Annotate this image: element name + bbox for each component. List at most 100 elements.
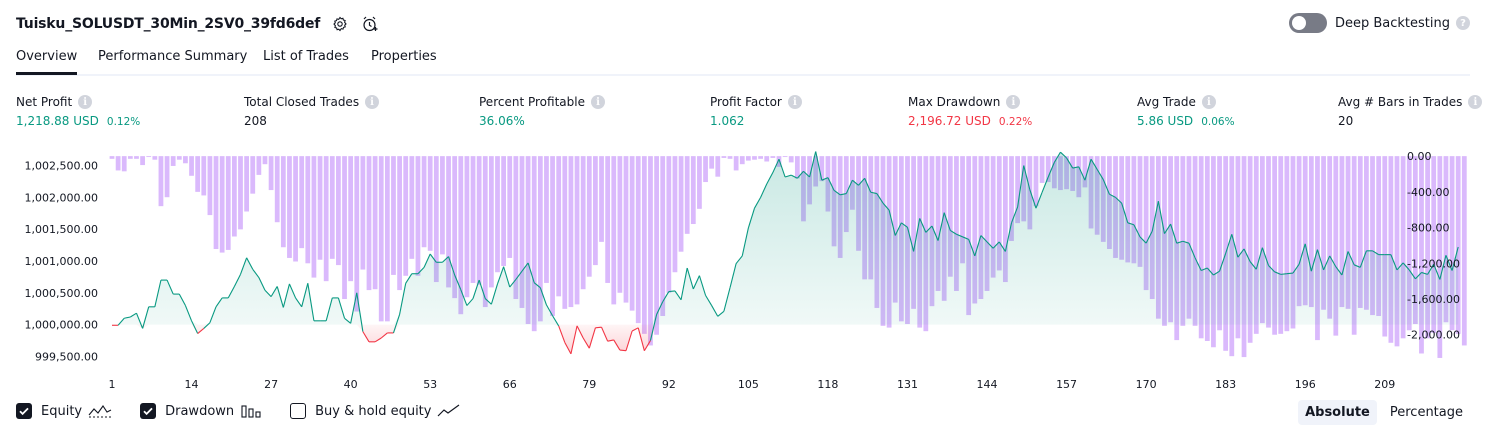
metric-label: Percent Profitable [479,95,585,109]
equity-segment [913,218,921,252]
equity-segment [142,306,150,329]
equity-segment [124,316,131,319]
deep-backtesting-toggle[interactable] [1288,13,1327,33]
drawdown-bar [788,156,794,163]
equity-checkbox[interactable] [16,403,32,419]
drawdown-bar [495,156,500,273]
drawdown-bar [476,156,482,285]
drawdown-checkbox[interactable] [140,403,157,419]
tab-bar: Overview Performance Summary List of Tra… [16,44,1470,76]
right-axis-tick: -400.00 [1407,186,1449,199]
legend-equity[interactable]: Equity [16,403,112,419]
info-icon[interactable]: i [365,95,380,109]
drawdown-bar [1186,156,1192,319]
info-icon[interactable]: i [1006,95,1021,109]
equity-segment [1219,253,1227,272]
equity-segment [613,339,621,351]
tab-list-of-trades[interactable]: List of Trades [263,49,349,64]
tab-properties[interactable]: Properties [371,49,437,64]
equity-segment [539,287,547,306]
equity-segment [552,315,560,327]
equity-chart[interactable]: 1,002,500.00 1,002,000.00 1,001,500.00 1,00… [0,140,1486,395]
legend-buy-hold[interactable]: Buy & hold equity [290,403,461,419]
info-icon[interactable]: i [787,95,802,109]
mode-absolute[interactable]: Absolute [1298,400,1377,425]
alarm-plus-icon[interactable] [360,14,380,34]
equity-segment [429,253,437,263]
equity-segment [1359,250,1367,268]
x-axis-tick: 209 [1374,378,1395,391]
equity-segment [350,292,358,324]
metric-profit-factor: Profit Factor i 1.062 [710,94,802,128]
equity-segment [717,310,725,317]
info-icon[interactable]: i [1201,95,1216,109]
drawdown-bar [568,156,574,308]
equity-segment [1286,272,1294,275]
equity-segment [919,218,927,233]
metric-value: 1.062 [710,114,745,128]
equity-segment [1170,223,1178,244]
x-axis-tick: 144 [977,378,998,391]
metric-label: Net Profit [16,95,73,109]
equity-segment [625,330,633,351]
equity-segment [741,227,749,257]
equity-segment [239,257,248,275]
equity-segment [760,183,768,198]
equity-segment [227,286,235,299]
tab-performance-summary[interactable]: Performance Summary [98,49,248,64]
equity-segment [956,233,963,238]
drawdown-bar [733,156,739,171]
deep-backtesting-label: Deep Backtesting [1334,15,1450,31]
equity-segment [1335,266,1343,276]
equity-segment [478,279,486,299]
legend-drawdown[interactable]: Drawdown [140,403,262,419]
equity-segment [882,202,890,211]
equity-segment [178,293,186,306]
equity-segment [1341,251,1349,276]
info-icon[interactable]: i [590,95,605,109]
info-icon[interactable]: i [1468,95,1483,109]
help-icon[interactable]: ? [1456,16,1470,30]
mode-percentage[interactable]: Percentage [1389,405,1463,420]
equity-segment [711,305,719,317]
equity-segment [1323,255,1331,271]
equity-segment [1053,151,1061,163]
drawdown-bar [354,156,360,312]
drawdown-bar [684,156,690,234]
drawdown-bar [244,156,249,212]
right-axis-tick: -2,000.00 [1407,329,1460,342]
tab-overview[interactable]: Overview [16,49,78,75]
drawdown-bar [507,156,513,258]
equity-segment [1041,176,1049,193]
drawdown-bar [403,156,409,276]
equity-segment [503,266,511,288]
info-icon[interactable]: i [78,95,93,109]
equity-segment [295,297,303,308]
drawdown-bar [984,156,990,291]
equity-segment [1072,166,1079,169]
equity-segment [692,275,700,290]
drawdown-bar [329,156,335,259]
gear-icon[interactable] [330,14,350,34]
drawdown-bar [1437,156,1443,358]
equity-segment [662,291,670,303]
buy-hold-checkbox[interactable] [290,403,307,419]
equity-segment [1280,273,1287,275]
drawdown-bar [672,156,678,273]
equity-segment [1133,224,1141,238]
drawdown-bar [1339,156,1345,308]
drawdown-bar [464,156,470,298]
drawdown-bar [482,156,488,308]
equity-segment [986,241,994,249]
drawdown-bar [990,156,996,278]
equity-segment [888,209,896,236]
drawdown-bar [134,156,139,159]
equity-segment [1225,234,1233,254]
equity-segment [1433,263,1441,280]
equity-area-positive [112,151,1459,325]
drawdown-bar [1449,156,1455,331]
view-mode-switch: Absolute Percentage [1298,400,1470,425]
drawdown-bar [611,156,617,305]
drawdown-bar [519,156,525,308]
equity-segment [1274,271,1281,275]
